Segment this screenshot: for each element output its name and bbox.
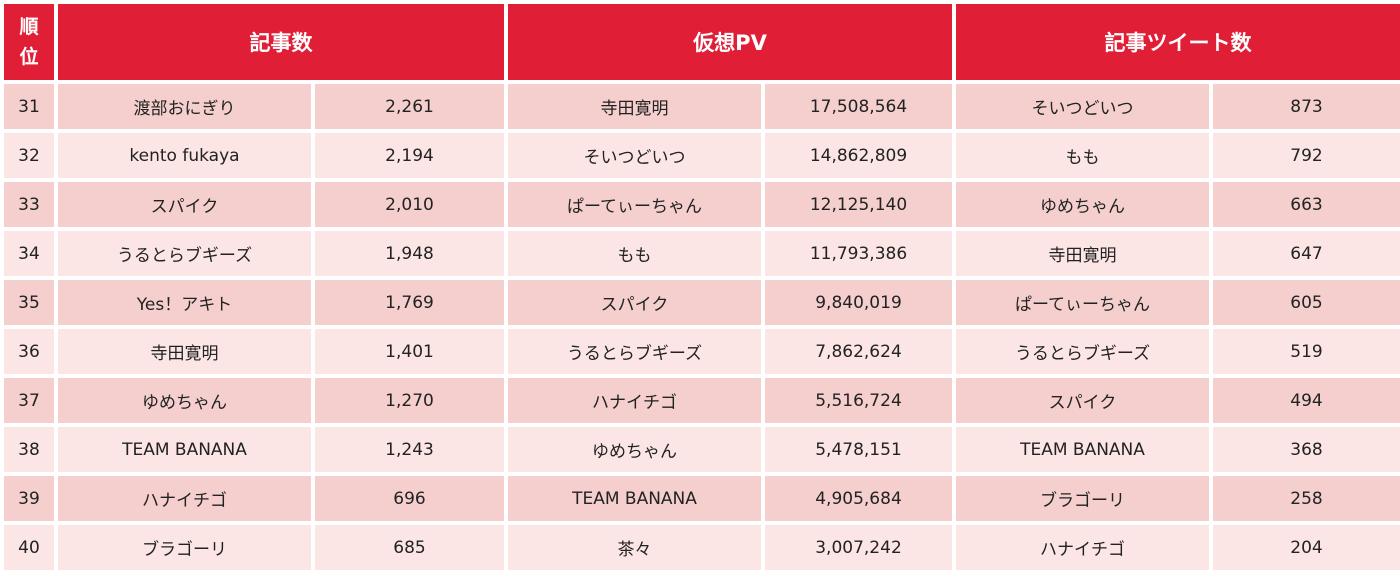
table-row: 37 ゆめちゃん 1,270 ハナイチゴ 5,516,724 スパイク 494 (4, 378, 1400, 423)
table-row: 31 渡部おにぎり 2,261 寺田寛明 17,508,564 そいつどいつ 873 (4, 84, 1400, 129)
articles-value-cell: 696 (315, 476, 504, 521)
tweets-name-cell: スパイク (956, 378, 1209, 423)
pv-name-cell: そいつどいつ (508, 133, 761, 178)
tweets-value-cell: 663 (1213, 182, 1400, 227)
tweets-value-cell: 605 (1213, 280, 1400, 325)
tweets-value-cell: 204 (1213, 525, 1400, 570)
articles-name-cell: ブラゴーリ (58, 525, 311, 570)
rank-cell: 36 (4, 329, 54, 374)
articles-value-cell: 685 (315, 525, 504, 570)
pv-value-cell: 7,862,624 (765, 329, 952, 374)
pv-name-cell: ぱーてぃーちゃん (508, 182, 761, 227)
pv-value-cell: 14,862,809 (765, 133, 952, 178)
rank-cell: 35 (4, 280, 54, 325)
pv-value-cell: 11,793,386 (765, 231, 952, 276)
table-row: 35 Yes！アキト 1,769 スパイク 9,840,019 ぱーてぃーちゃん 605 (4, 280, 1400, 325)
tweets-value-cell: 873 (1213, 84, 1400, 129)
rank-cell: 39 (4, 476, 54, 521)
pv-value-cell: 4,905,684 (765, 476, 952, 521)
articles-name-cell: TEAM BANANA (58, 427, 311, 472)
rank-cell: 40 (4, 525, 54, 570)
pv-value-cell: 3,007,242 (765, 525, 952, 570)
articles-name-cell: Yes！アキト (58, 280, 311, 325)
rank-cell: 32 (4, 133, 54, 178)
tweets-name-cell: ゆめちゃん (956, 182, 1209, 227)
articles-name-cell: 寺田寛明 (58, 329, 311, 374)
articles-value-cell: 2,261 (315, 84, 504, 129)
pv-name-cell: もも (508, 231, 761, 276)
pv-column-header: 仮想PV (508, 4, 952, 80)
pv-value-cell: 5,516,724 (765, 378, 952, 423)
articles-name-cell: うるとらブギーズ (58, 231, 311, 276)
articles-value-cell: 1,401 (315, 329, 504, 374)
articles-name-cell: kento fukaya (58, 133, 311, 178)
table-row: 34 うるとらブギーズ 1,948 もも 11,793,386 寺田寛明 647 (4, 231, 1400, 276)
tweets-value-cell: 368 (1213, 427, 1400, 472)
rank-cell: 33 (4, 182, 54, 227)
table-row: 36 寺田寛明 1,401 うるとらブギーズ 7,862,624 うるとらブギーズ 519 (4, 329, 1400, 374)
tweets-name-cell: ぱーてぃーちゃん (956, 280, 1209, 325)
tweets-name-cell: もも (956, 133, 1209, 178)
rank-cell: 37 (4, 378, 54, 423)
rank-column-header: 順位 (4, 4, 54, 80)
articles-value-cell: 2,194 (315, 133, 504, 178)
table-row: 33 スパイク 2,010 ぱーてぃーちゃん 12,125,140 ゆめちゃん 663 (4, 182, 1400, 227)
pv-value-cell: 17,508,564 (765, 84, 952, 129)
table-header-row: 順位 記事数 仮想PV 記事ツイート数 (4, 4, 1400, 80)
table-row: 39 ハナイチゴ 696 TEAM BANANA 4,905,684 ブラゴーリ 258 (4, 476, 1400, 521)
tweets-value-cell: 494 (1213, 378, 1400, 423)
rank-cell: 34 (4, 231, 54, 276)
tweets-name-cell: 寺田寛明 (956, 231, 1209, 276)
pv-name-cell: 茶々 (508, 525, 761, 570)
tweets-value-cell: 792 (1213, 133, 1400, 178)
articles-name-cell: 渡部おにぎり (58, 84, 311, 129)
pv-value-cell: 5,478,151 (765, 427, 952, 472)
rank-header-line1: 順 (19, 16, 39, 38)
articles-column-header: 記事数 (58, 4, 504, 80)
pv-value-cell: 9,840,019 (765, 280, 952, 325)
table-row: 38 TEAM BANANA 1,243 ゆめちゃん 5,478,151 TEAM BAN… (4, 427, 1400, 472)
pv-name-cell: ハナイチゴ (508, 378, 761, 423)
tweets-column-header: 記事ツイート数 (956, 4, 1400, 80)
rank-header-line2: 位 (19, 46, 39, 68)
rank-cell: 38 (4, 427, 54, 472)
articles-value-cell: 1,270 (315, 378, 504, 423)
tweets-name-cell: うるとらブギーズ (956, 329, 1209, 374)
pv-name-cell: TEAM BANANA (508, 476, 761, 521)
pv-name-cell: 寺田寛明 (508, 84, 761, 129)
tweets-value-cell: 647 (1213, 231, 1400, 276)
articles-name-cell: スパイク (58, 182, 311, 227)
articles-value-cell: 1,243 (315, 427, 504, 472)
articles-value-cell: 1,769 (315, 280, 504, 325)
table-row: 40 ブラゴーリ 685 茶々 3,007,242 ハナイチゴ 204 (4, 525, 1400, 570)
articles-value-cell: 2,010 (315, 182, 504, 227)
table-row: 32 kento fukaya 2,194 そいつどいつ 14,862,809 もも 792 (4, 133, 1400, 178)
pv-name-cell: ゆめちゃん (508, 427, 761, 472)
pv-name-cell: うるとらブギーズ (508, 329, 761, 374)
articles-name-cell: ゆめちゃん (58, 378, 311, 423)
pv-name-cell: スパイク (508, 280, 761, 325)
tweets-name-cell: TEAM BANANA (956, 427, 1209, 472)
tweets-name-cell: ハナイチゴ (956, 525, 1209, 570)
tweets-name-cell: ブラゴーリ (956, 476, 1209, 521)
tweets-value-cell: 258 (1213, 476, 1400, 521)
tweets-name-cell: そいつどいつ (956, 84, 1209, 129)
tweets-value-cell: 519 (1213, 329, 1400, 374)
pv-value-cell: 12,125,140 (765, 182, 952, 227)
articles-value-cell: 1,948 (315, 231, 504, 276)
articles-name-cell: ハナイチゴ (58, 476, 311, 521)
rank-cell: 31 (4, 84, 54, 129)
